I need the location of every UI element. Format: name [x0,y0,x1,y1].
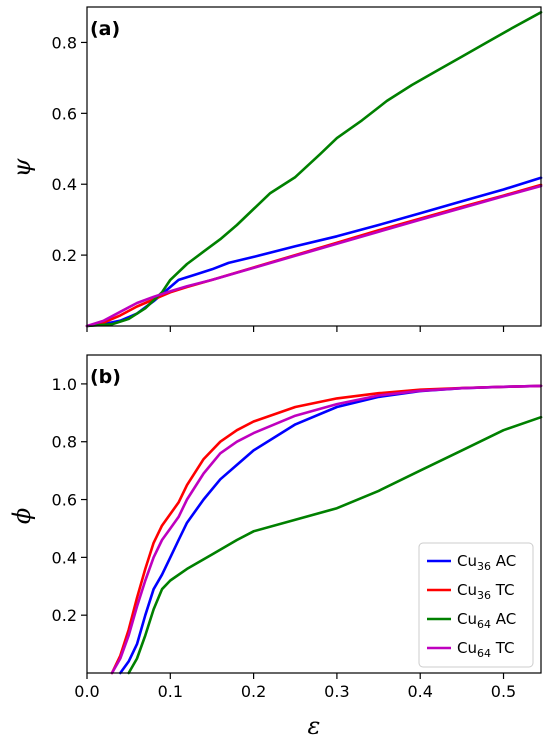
x-tick-label-b: 0.5 [491,682,516,701]
series-line-a-cu64-ac [85,11,543,328]
panel-a: (a) ψ 0.2 0.4 0.6 0.8 [8,6,543,332]
legend-box [418,542,534,668]
y-tick-label-a: 0.2 [52,246,77,265]
y-tick-label-a: 0.8 [52,33,77,52]
series-line-b-cu64-tc [110,384,543,675]
x-tick-label-b: 0.1 [158,682,183,701]
x-tick-label-b: 0.3 [324,682,349,701]
legend-label: Cu36 TC [457,581,515,602]
legend-label: Cu36 AC [457,552,516,573]
panel-b-label: (b) [90,366,121,388]
y-tick-label-a: 0.6 [52,104,77,123]
legend-label: Cu64 TC [457,639,515,660]
y-tick-label-a: 0.4 [52,175,77,194]
panel-b-y-axis-label: ϕ [8,508,36,524]
plot-frame-b [86,354,542,674]
series-line-a-cu36-ac [85,176,543,328]
series-line-b-cu36-tc [110,384,543,675]
y-tick-label-b: 0.2 [52,606,77,625]
x-tick-label-b: 0.2 [241,682,266,701]
y-tick-label-b: 0.8 [52,433,77,452]
panel-b-marks: 0.2 0.4 0.6 0.8 1.0 0.0 0.1 0.2 0.3 0.4 0.5 [52,354,543,701]
panel-a-y-axis-label: ψ [8,157,36,177]
panel-a-label: (a) [90,18,120,40]
panel-b: (b) ϕ ε 0.20.40.60.81.00.0 0.1 0.2 0.3 0.4 0.… [8,354,543,740]
x-axis-label: ε [308,712,321,740]
panel-a-marks: 0.2 0.4 0.6 0.8 [52,6,543,332]
legend-label: Cu64 AC [457,610,516,631]
x-tick-label-b: 0.4 [407,682,432,701]
plot-frame-a [86,6,542,327]
legend: Cu36 AC Cu36 TC Cu64 AC Cu64 TC [418,542,534,668]
y-tick-label-b: 0.4 [52,548,77,567]
series-line-b-cu64-ac [127,415,543,675]
y-tick-label-b: 0.6 [52,491,77,510]
y-tick-label-b: 1.0 [52,375,77,394]
series-line-a-cu64-tc [85,184,543,328]
x-tick-label-b: 0.0 [74,682,99,701]
